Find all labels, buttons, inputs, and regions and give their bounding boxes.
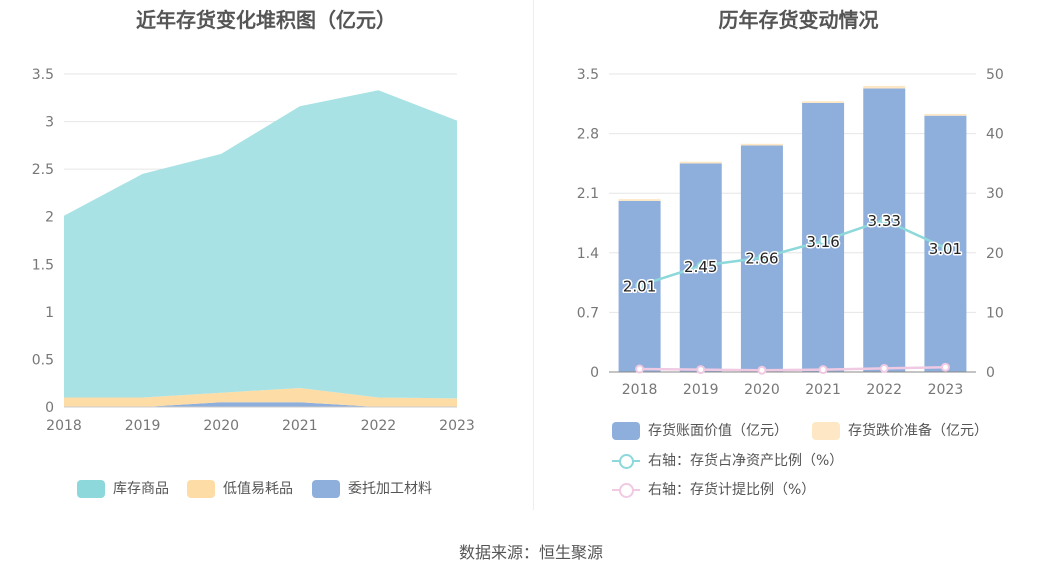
data-label: 2.45 [684,258,717,276]
legend-swatch-inventory-goods [77,480,105,498]
right-legend: 存货账面价值（亿元） 存货跌价准备（亿元） 右轴：存货占净资产比例（%） 右轴：… [535,420,1062,500]
legend-label-impairment-provision: 存货跌价准备（亿元） [848,423,988,439]
legend-item-impairment-provision[interactable]: 存货跌价准备（亿元） [812,422,988,440]
y-tick-label: 0.5 [32,352,54,368]
y-left-tick-label: 1.4 [577,246,599,262]
y-left-tick-label: 3.5 [577,67,599,83]
right-chart-title: 历年存货变动情况 [718,8,879,32]
y-right-tick-label: 40 [986,127,1004,143]
bar-impairment-provision [618,199,661,201]
line-point-1 [696,365,706,375]
legend-swatch-low-value-consumables [187,480,215,498]
y-tick-label: 2.5 [32,162,54,178]
y-left-tick-label: 0.7 [577,305,599,321]
inventory-change-chart-panel: 历年存货变动情况 0 0.7 1.4 2.1 2.8 3.5 0 10 20 30 40 50 2018… [535,0,1062,520]
legend-label-consigned-materials: 委托加工材料 [348,481,432,497]
area-series-2 [64,90,457,399]
y-tick-label: 2 [45,210,54,226]
x-tick-label: 2022 [361,418,397,434]
line-point-0 [635,281,645,291]
data-label: 3.01 [929,240,962,258]
legend-label-inventory-goods: 库存商品 [113,481,169,497]
legend-item-net-asset-ratio[interactable]: 右轴：存货占净资产比例（%） [612,452,843,470]
bar-impairment-provision [924,114,967,116]
line-point-1 [757,365,767,375]
y-left-tick-label: 2.8 [577,127,599,143]
line-point-0 [818,236,828,246]
bar-impairment-provision [863,85,906,89]
x-tick-label: 2023 [928,382,964,398]
y-right-tick-label: 30 [986,186,1004,202]
line-point-1 [879,363,889,373]
line-point-0 [696,261,706,271]
legend-swatch-net-asset-ratio [612,452,640,470]
left-chart-title: 近年存货变化堆积图（亿元） [136,8,396,32]
left-legend: 库存商品 低值易耗品 委托加工材料 [0,480,532,500]
y-right-tick-label: 0 [986,365,995,381]
bar-impairment-provision [802,101,845,103]
y-tick-label: 1 [45,305,54,321]
y-left-tick-label: 2.1 [577,186,599,202]
legend-label-book-value: 存货账面价值（亿元） [648,423,788,439]
data-label: 3.16 [806,233,839,251]
area-series-0 [64,402,457,407]
line-point-1 [635,364,645,374]
x-tick-label: 2018 [622,382,658,398]
data-label: 3.33 [868,212,901,230]
legend-swatch-provision-ratio [612,481,640,499]
line-point-0 [940,243,950,253]
line-series-0 [639,218,946,287]
legend-swatch-impairment-provision [812,422,840,440]
x-tick-label: 2020 [744,382,780,398]
line-point-0 [757,253,767,263]
x-tick-label: 2020 [203,418,239,434]
x-tick-label: 2019 [683,382,719,398]
y-tick-label: 1.5 [32,257,54,273]
x-tick-label: 2021 [282,418,318,434]
line-series-1 [639,365,946,372]
bar-impairment-provision [679,161,722,164]
legend-label-net-asset-ratio: 右轴：存货占净资产比例（%） [648,453,844,469]
data-label: 2.01 [623,278,656,296]
line-point-0 [879,215,889,225]
line-point-1 [940,362,950,372]
bar-line-combo-chart: 0 0.7 1.4 2.1 2.8 3.5 0 10 20 30 40 50 2018 2019 2020 2… [577,67,1004,398]
data-label: 2.66 [745,250,778,268]
legend-item-book-value[interactable]: 存货账面价值（亿元） [612,422,788,440]
legend-item-low-value-consumables[interactable]: 低值易耗品 [187,480,293,498]
y-right-tick-label: 10 [986,305,1004,321]
line-point-1 [818,365,828,375]
x-tick-label: 2022 [866,382,902,398]
legend-swatch-book-value [612,422,640,440]
legend-item-consigned-materials[interactable]: 委托加工材料 [312,480,432,498]
legend-swatch-consigned-materials [312,480,340,498]
panel-divider [533,0,534,510]
legend-item-inventory-goods[interactable]: 库存商品 [77,480,169,498]
stacked-area-chart-panel: 近年存货变化堆积图（亿元） 0 0.5 1 1.5 2 2.5 3 3.5 2018 2019 20… [0,0,532,520]
bar-impairment-provision [740,143,783,146]
x-tick-label: 2018 [46,418,82,434]
x-tick-label: 2023 [439,418,475,434]
y-tick-label: 3 [45,115,54,131]
stacked-area-chart: 0 0.5 1 1.5 2 2.5 3 3.5 2018 2019 2020 2021 2022 2023 [32,67,475,434]
data-source-note: 数据来源：恒生聚源 [458,543,603,562]
y-tick-label: 0 [45,400,54,416]
x-tick-label: 2019 [125,418,161,434]
legend-label-provision-ratio: 右轴：存货计提比例（%） [648,482,816,498]
y-tick-label: 3.5 [32,67,54,83]
x-tick-label: 2021 [805,382,841,398]
y-right-tick-label: 50 [986,67,1004,83]
legend-label-low-value-consumables: 低值易耗品 [223,481,293,497]
legend-item-provision-ratio[interactable]: 右轴：存货计提比例（%） [612,481,815,499]
y-right-tick-label: 20 [986,246,1004,262]
y-left-tick-label: 0 [590,365,599,381]
bar-book-value [863,88,906,372]
area-series-1 [64,388,457,407]
